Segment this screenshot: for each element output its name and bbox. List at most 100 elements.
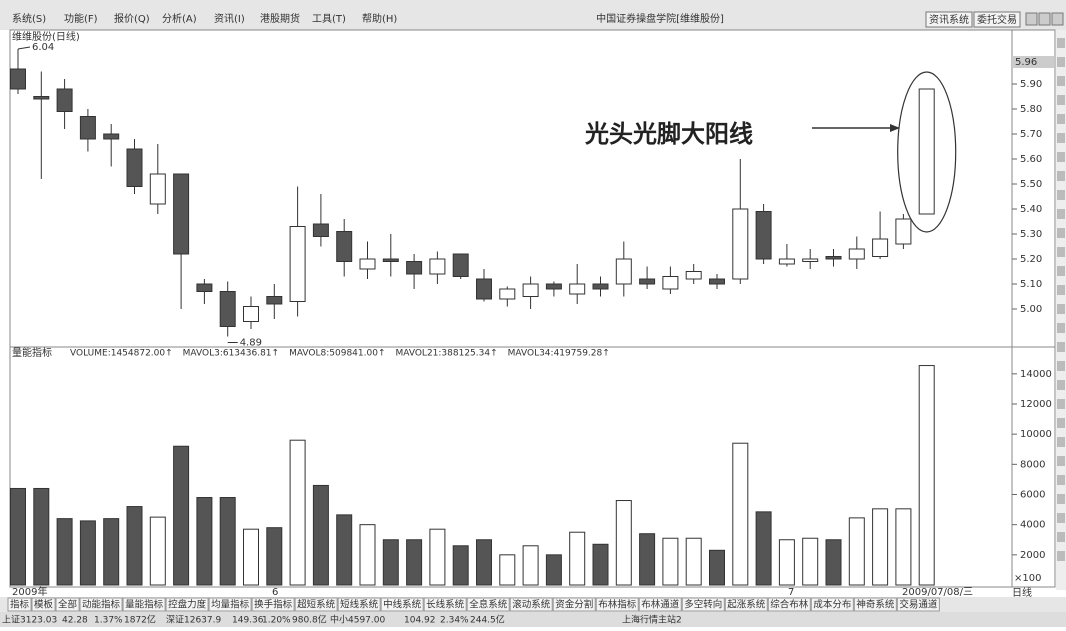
tool-icon[interactable] bbox=[1057, 247, 1065, 257]
tool-icon[interactable] bbox=[1057, 437, 1065, 447]
tab[interactable] bbox=[896, 597, 940, 612]
tab-label[interactable]: 布林指标 bbox=[598, 599, 637, 611]
tab[interactable] bbox=[853, 597, 897, 612]
window-control[interactable] bbox=[1051, 12, 1064, 26]
menu-item[interactable]: 帮助(H) bbox=[362, 12, 397, 25]
tab-label[interactable]: 成本分布 bbox=[813, 599, 851, 611]
menu-item[interactable]: 分析(A) bbox=[162, 12, 197, 25]
tool-icon[interactable] bbox=[1057, 285, 1065, 295]
tab[interactable] bbox=[208, 597, 252, 612]
menu-item[interactable]: 资讯(I) bbox=[214, 13, 245, 25]
tab-label[interactable]: 多空转向 bbox=[684, 599, 722, 611]
tool-icon[interactable] bbox=[1057, 266, 1065, 276]
tool-icon[interactable] bbox=[1057, 475, 1065, 485]
tab[interactable] bbox=[681, 597, 725, 612]
tab-label[interactable]: 均量指标 bbox=[211, 599, 250, 611]
tab[interactable] bbox=[31, 597, 56, 612]
tab-label[interactable]: 量能指标 bbox=[125, 599, 164, 611]
tool-icon[interactable] bbox=[1057, 532, 1065, 542]
tab-label[interactable]: 起涨系统 bbox=[727, 599, 766, 611]
tab-label[interactable]: 综合布林 bbox=[770, 599, 809, 611]
candle-body bbox=[848, 248, 865, 260]
tab[interactable] bbox=[79, 597, 123, 612]
tab-label[interactable]: 全部 bbox=[58, 599, 77, 611]
tab-label[interactable]: 动能指标 bbox=[82, 599, 121, 611]
tab[interactable] bbox=[294, 597, 338, 612]
candle-body bbox=[56, 88, 73, 112]
button[interactable] bbox=[973, 11, 1021, 28]
tab[interactable] bbox=[724, 597, 768, 612]
y-tick-label: 2000 bbox=[1020, 550, 1045, 561]
tab[interactable] bbox=[165, 597, 209, 612]
tab-label[interactable]: 布林通道 bbox=[641, 599, 680, 611]
chart-title: 维维股份(日线) bbox=[12, 30, 80, 43]
tab[interactable] bbox=[380, 597, 424, 612]
tool-icon[interactable] bbox=[1057, 190, 1065, 200]
indicator-label: MAVOL3:613436.81↑ bbox=[183, 349, 279, 359]
tab-label[interactable]: 超短系统 bbox=[297, 599, 336, 611]
tab[interactable] bbox=[337, 597, 381, 612]
tool-icon[interactable] bbox=[1057, 342, 1065, 352]
tab-label[interactable]: 滚动系统 bbox=[512, 599, 551, 611]
tool-icon[interactable] bbox=[1057, 418, 1065, 428]
button-label[interactable]: 委托交易 bbox=[977, 13, 1017, 26]
tab-label[interactable]: 控盘力度 bbox=[168, 599, 207, 611]
tool-icon[interactable] bbox=[1057, 171, 1065, 181]
tool-icon[interactable] bbox=[1057, 152, 1065, 162]
tool-icon[interactable] bbox=[1057, 209, 1065, 219]
tool-icon[interactable] bbox=[1057, 95, 1065, 105]
candle-body bbox=[173, 173, 190, 255]
tab-label[interactable]: 资金分割 bbox=[555, 599, 593, 611]
tab-label[interactable]: 神奇系统 bbox=[856, 599, 895, 611]
menu-item[interactable]: 港股期货 bbox=[260, 12, 300, 25]
tool-icon[interactable] bbox=[1057, 304, 1065, 314]
tool-icon[interactable] bbox=[1057, 456, 1065, 466]
tab[interactable] bbox=[638, 597, 682, 612]
tab[interactable] bbox=[251, 597, 295, 612]
tab-label[interactable]: 全息系统 bbox=[469, 599, 508, 611]
tab[interactable] bbox=[55, 597, 80, 612]
status-item: 104.92 bbox=[404, 616, 436, 626]
volume-bar bbox=[848, 517, 865, 586]
tool-icon[interactable] bbox=[1057, 323, 1065, 333]
tool-icon[interactable] bbox=[1057, 513, 1065, 523]
menu-item[interactable]: 功能(F) bbox=[64, 12, 98, 25]
tool-icon[interactable] bbox=[1057, 380, 1065, 390]
tab-label[interactable]: 换手指标 bbox=[254, 599, 293, 611]
tool-icon[interactable] bbox=[1057, 361, 1065, 371]
tool-icon[interactable] bbox=[1057, 551, 1065, 561]
menu-item[interactable]: 系统(S) bbox=[12, 12, 46, 25]
tool-icon[interactable] bbox=[1057, 57, 1065, 67]
tab[interactable] bbox=[509, 597, 553, 612]
tab[interactable] bbox=[595, 597, 639, 612]
candle-body bbox=[825, 256, 842, 260]
tab[interactable] bbox=[767, 597, 811, 612]
tab[interactable] bbox=[423, 597, 467, 612]
button[interactable] bbox=[925, 11, 973, 28]
tool-icon[interactable] bbox=[1057, 399, 1065, 409]
tab-label[interactable]: 中线系统 bbox=[383, 599, 422, 611]
tab[interactable] bbox=[122, 597, 166, 612]
tool-icon[interactable] bbox=[1057, 228, 1065, 238]
candle-body bbox=[79, 116, 96, 140]
tab[interactable] bbox=[552, 597, 596, 612]
tool-icon[interactable] bbox=[1057, 114, 1065, 124]
window-control[interactable] bbox=[1025, 12, 1038, 26]
button-label[interactable]: 资讯系统 bbox=[929, 13, 969, 26]
tool-icon[interactable] bbox=[1057, 76, 1065, 86]
tab[interactable] bbox=[810, 597, 854, 612]
tab-label[interactable]: 短线系统 bbox=[340, 599, 379, 611]
tab-label[interactable]: 长线系统 bbox=[426, 599, 465, 611]
tab-label[interactable]: 模板 bbox=[34, 599, 54, 611]
tab[interactable] bbox=[7, 597, 32, 612]
tool-icon[interactable] bbox=[1057, 38, 1065, 48]
tab[interactable] bbox=[466, 597, 510, 612]
menu-item[interactable]: 报价(Q) bbox=[114, 12, 150, 25]
tool-icon[interactable] bbox=[1057, 133, 1065, 143]
tab-label[interactable]: 指标 bbox=[10, 599, 30, 611]
tab-label[interactable]: 交易通道 bbox=[899, 599, 938, 611]
window-control[interactable] bbox=[1038, 12, 1051, 26]
candle-body bbox=[545, 283, 562, 290]
menu-item[interactable]: 工具(T) bbox=[312, 13, 346, 25]
tool-icon[interactable] bbox=[1057, 494, 1065, 504]
